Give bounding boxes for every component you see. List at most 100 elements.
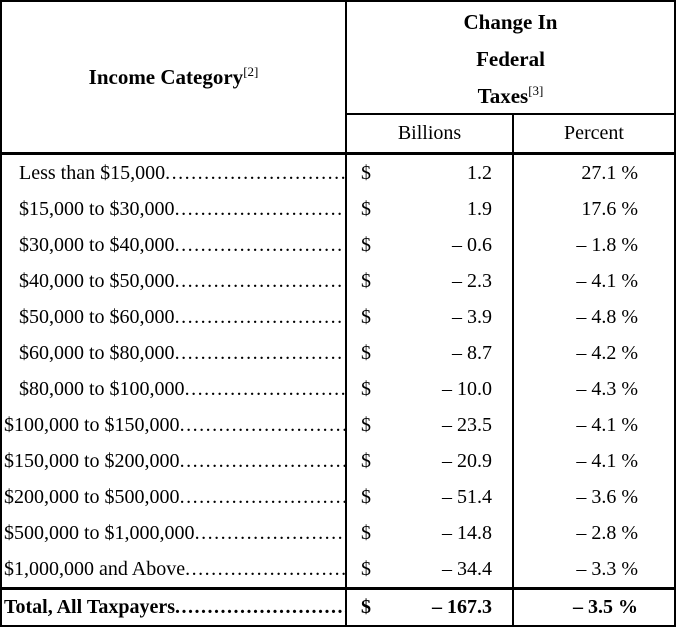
dollar-sign: $	[361, 596, 371, 618]
table-row: $60,000 to $80,000 .....................…	[2, 335, 674, 371]
percent-cell: – 3.6 %	[514, 479, 674, 515]
income-category-cell: $500,000 to $1,000,000 .................…	[2, 515, 347, 551]
group-header-line-3: Taxes[3]	[347, 78, 674, 115]
income-category-cell: $50,000 to $60,000 .....................…	[2, 299, 347, 335]
dot-leader: ........................................…	[174, 596, 345, 618]
dollar-sign: $	[361, 233, 371, 256]
table-row: $40,000 to $50,000 .....................…	[2, 263, 674, 299]
total-category-cell: Total, All Taxpayers ...................…	[2, 590, 347, 625]
dollar-sign: $	[361, 377, 371, 400]
billions-cell: $ – 10.0	[347, 371, 514, 407]
table-row: $80,000 to $100,000 ....................…	[2, 371, 674, 407]
dot-leader: ........................................…	[185, 557, 345, 580]
dollar-sign: $	[361, 269, 371, 292]
percent-value: – 1.8 %	[576, 233, 638, 256]
billions-value: – 51.4	[442, 485, 492, 508]
billions-cell: $ – 0.6	[347, 227, 514, 263]
percent-value: 27.1 %	[581, 161, 638, 184]
billions-column-header: Billions	[347, 115, 514, 152]
billions-value: 1.9	[467, 197, 492, 220]
table-row: $1,000,000 and Above ...................…	[2, 551, 674, 587]
billions-cell: $ – 23.5	[347, 407, 514, 443]
income-category-header-label: Income Category[2]	[89, 65, 259, 90]
billions-value: – 34.4	[442, 557, 492, 580]
change-in-federal-taxes-group-cell: Change In Federal Taxes[3]	[347, 2, 674, 115]
billions-value: – 14.8	[442, 521, 492, 544]
percent-value: 17.6 %	[581, 197, 638, 220]
dot-leader: ........................................…	[184, 377, 345, 400]
income-category-label: $15,000 to $30,000	[19, 197, 175, 220]
billions-value: – 3.9	[452, 305, 492, 328]
table-header: Income Category[2] Change In Federal Tax…	[2, 2, 674, 155]
income-category-label: $80,000 to $100,000	[19, 377, 185, 400]
income-category-header-cell: Income Category[2]	[2, 2, 347, 152]
total-percent-value: – 3.5 %	[573, 596, 638, 618]
dot-leader: ........................................…	[174, 197, 345, 220]
table-row: $50,000 to $60,000 .....................…	[2, 299, 674, 335]
table-row: $150,000 to $200,000 ...................…	[2, 443, 674, 479]
percent-cell: – 4.2 %	[514, 335, 674, 371]
dot-leader: ........................................…	[165, 161, 345, 184]
percent-value: – 4.1 %	[576, 269, 638, 292]
percent-value: – 2.8 %	[576, 521, 638, 544]
change-in-federal-taxes-header: Change In Federal Taxes[3] Billions Perc…	[347, 2, 674, 152]
billions-value: – 10.0	[442, 377, 492, 400]
income-category-footnote-marker: [2]	[243, 63, 259, 79]
income-category-cell: $100,000 to $150,000 ...................…	[2, 407, 347, 443]
group-header-line-2: Federal	[476, 47, 545, 71]
income-category-label: $30,000 to $40,000	[19, 233, 175, 256]
taxes-header-text: Taxes	[477, 84, 529, 108]
table-row: $500,000 to $1,000,000 .................…	[2, 515, 674, 551]
table-row: $100,000 to $150,000 ...................…	[2, 407, 674, 443]
billions-cell: $ – 2.3	[347, 263, 514, 299]
percent-cell: – 1.8 %	[514, 227, 674, 263]
total-label: Total, All Taxpayers	[4, 596, 175, 618]
income-category-label: $40,000 to $50,000	[19, 269, 175, 292]
percent-column-header: Percent	[564, 122, 624, 144]
billions-value: 1.2	[467, 161, 492, 184]
income-category-cell: Less than $15,000 ......................…	[2, 155, 347, 191]
income-category-cell: $1,000,000 and Above ...................…	[2, 551, 347, 587]
percent-value: – 3.6 %	[576, 485, 638, 508]
billions-value: – 2.3	[452, 269, 492, 292]
percent-value: – 4.1 %	[576, 449, 638, 472]
dot-leader: ........................................…	[174, 305, 345, 328]
percent-cell: – 4.1 %	[514, 443, 674, 479]
income-category-cell: $15,000 to $30,000 .....................…	[2, 191, 347, 227]
billions-cell: $ – 51.4	[347, 479, 514, 515]
income-category-cell: $60,000 to $80,000 .....................…	[2, 335, 347, 371]
percent-cell: – 3.3 %	[514, 551, 674, 587]
billions-cell: $ – 20.9	[347, 443, 514, 479]
group-header-line-1: Change In	[463, 10, 558, 34]
dollar-sign: $	[361, 449, 371, 472]
percent-value: – 4.3 %	[576, 377, 638, 400]
percent-cell: – 4.3 %	[514, 371, 674, 407]
dollar-sign: $	[361, 413, 371, 436]
income-category-label: $100,000 to $150,000	[4, 413, 180, 436]
billions-value: – 0.6	[452, 233, 492, 256]
billions-cell: $ – 3.9	[347, 299, 514, 335]
dot-leader: ........................................…	[179, 449, 345, 472]
billions-value: – 20.9	[442, 449, 492, 472]
percent-value: – 3.3 %	[576, 557, 638, 580]
percent-value: – 4.2 %	[576, 341, 638, 364]
table-row: Less than $15,000 ......................…	[2, 155, 674, 191]
income-category-label: $1,000,000 and Above	[4, 557, 186, 580]
billions-cell: $ – 14.8	[347, 515, 514, 551]
income-category-label: $60,000 to $80,000	[19, 341, 175, 364]
dollar-sign: $	[361, 161, 371, 184]
dot-leader: ........................................…	[194, 521, 345, 544]
income-category-label: $200,000 to $500,000	[4, 485, 180, 508]
dollar-sign: $	[361, 197, 371, 220]
billions-cell: $ – 8.7	[347, 335, 514, 371]
percent-cell: – 2.8 %	[514, 515, 674, 551]
taxes-footnote-marker: [3]	[528, 83, 544, 98]
income-category-label: $150,000 to $200,000	[4, 449, 180, 472]
income-category-cell: $40,000 to $50,000 .....................…	[2, 263, 347, 299]
dollar-sign: $	[361, 485, 371, 508]
percent-cell: – 4.1 %	[514, 263, 674, 299]
dollar-sign: $	[361, 305, 371, 328]
table-row: $30,000 to $40,000 .....................…	[2, 227, 674, 263]
total-row: Total, All Taxpayers ...................…	[2, 587, 674, 625]
